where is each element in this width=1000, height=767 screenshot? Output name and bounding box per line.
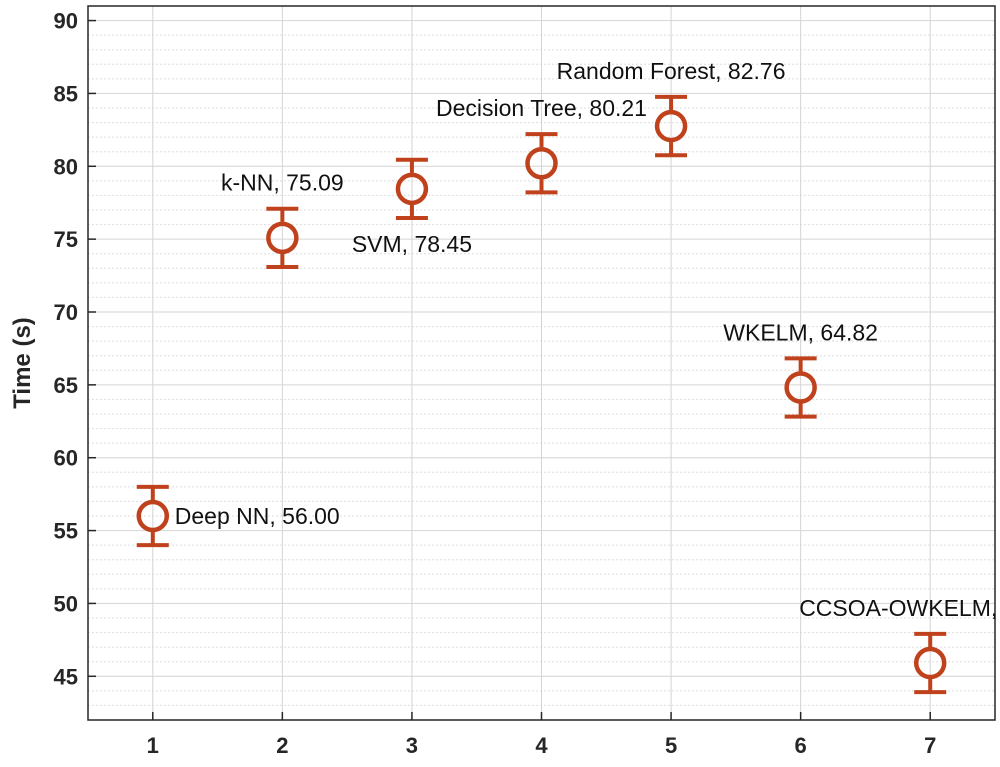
data-labels: Deep NN, 56.00 k-NN, 75.09 SVM, 78.45 Decis… bbox=[175, 58, 1000, 621]
data-point bbox=[266, 206, 299, 269]
data-label: Random Forest, 82.76 bbox=[557, 58, 786, 84]
y-tick-label: 70 bbox=[54, 300, 78, 325]
x-tick-label: 4 bbox=[535, 733, 548, 758]
point-marker bbox=[784, 371, 817, 404]
data-point bbox=[654, 94, 688, 158]
y-tick-label: 85 bbox=[54, 81, 78, 106]
data-label: WKELM, 64.82 bbox=[723, 319, 878, 345]
y-tick-label: 55 bbox=[54, 519, 78, 544]
x-tick-label: 1 bbox=[147, 733, 159, 758]
data-label: Decision Tree, 80.21 bbox=[436, 95, 647, 121]
point-marker bbox=[525, 146, 558, 180]
data-label: Deep NN, 56.00 bbox=[175, 503, 340, 529]
y-tick-label: 80 bbox=[54, 154, 78, 179]
data-markers bbox=[136, 94, 947, 695]
y-tick-label: 60 bbox=[54, 446, 78, 471]
point-marker bbox=[395, 172, 429, 206]
point-marker bbox=[913, 646, 947, 680]
point-marker bbox=[654, 109, 688, 143]
x-tick-label: 2 bbox=[276, 733, 288, 758]
data-point bbox=[784, 356, 817, 419]
x-tick-label: 6 bbox=[795, 733, 807, 758]
x-tick-label: 7 bbox=[924, 733, 936, 758]
x-tick-label: 5 bbox=[665, 733, 677, 758]
x-tick-label: 3 bbox=[406, 733, 418, 758]
y-tick-label: 75 bbox=[54, 227, 78, 252]
y-tick-label: 45 bbox=[54, 664, 78, 689]
y-tick-label: 50 bbox=[54, 591, 78, 616]
y-axis-label: Time (s) bbox=[9, 317, 36, 409]
y-tick-label: 90 bbox=[54, 9, 78, 34]
data-label: k-NN, 75.09 bbox=[221, 170, 344, 196]
grid bbox=[88, 5, 995, 721]
data-label: SVM, 78.45 bbox=[352, 231, 472, 257]
point-marker bbox=[266, 221, 299, 255]
data-point bbox=[525, 132, 558, 195]
data-point bbox=[136, 484, 170, 548]
data-label: CCSOA-OWKELM, 45.91 bbox=[799, 595, 1000, 621]
y-tick-label: 65 bbox=[54, 373, 78, 398]
data-point bbox=[913, 631, 947, 695]
data-point bbox=[395, 157, 429, 221]
point-marker bbox=[136, 499, 170, 533]
